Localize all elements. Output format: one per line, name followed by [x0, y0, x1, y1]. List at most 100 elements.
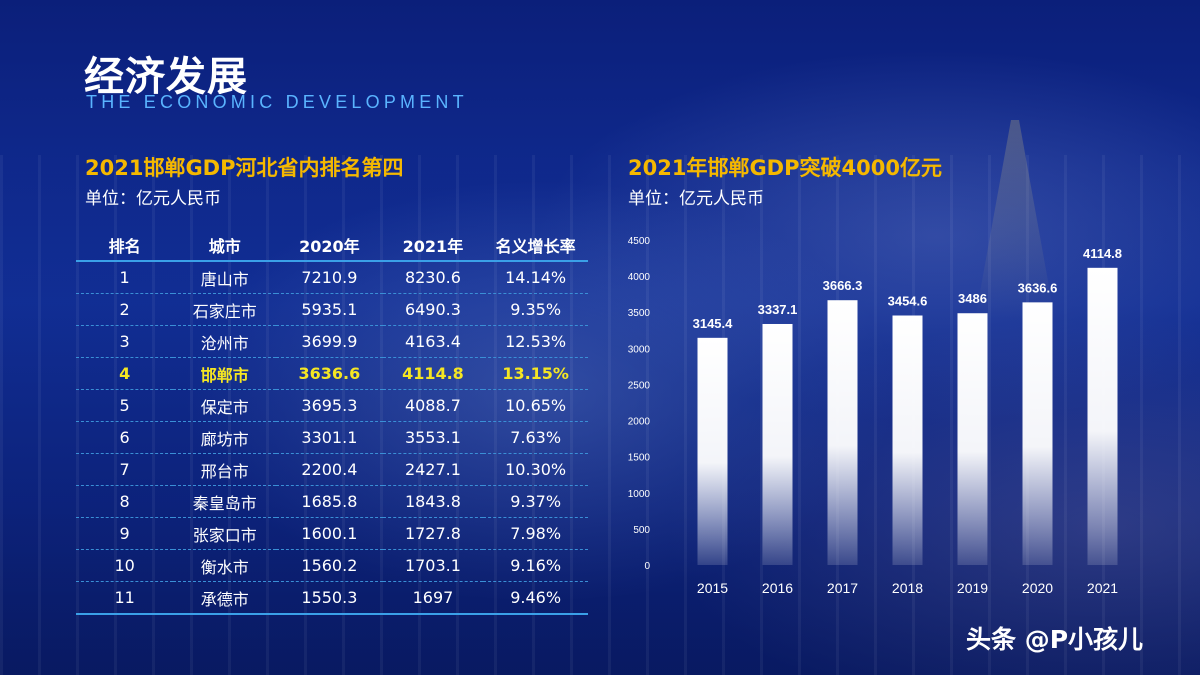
bars: 3145.4 3337.1 3666.3 3454.6 3486 3636.6 4114.8: [693, 246, 1122, 565]
growth-cell: 7.98%: [483, 517, 588, 550]
gdp-2020-cell: 3695.3: [276, 389, 383, 422]
gdp-2020-cell: 3301.1: [276, 421, 383, 454]
bar-2020: [1022, 302, 1053, 565]
growth-cell: 9.46%: [483, 581, 588, 615]
growth-cell: 9.35%: [483, 293, 588, 326]
ranking-table: 排名 城市 2020年 2021年 名义增长率 1 唐山市 7210.9 8230.6…: [76, 230, 588, 615]
city-cell: 唐山市: [173, 261, 277, 294]
y-tick-label: 3000: [628, 344, 651, 355]
y-tick-label: 500: [633, 525, 650, 536]
table-row: 6 廊坊市 3301.1 3553.1 7.63%: [76, 421, 588, 454]
x-axis: 2015 2016 2017 2018 2019 2020 2021: [697, 580, 1118, 596]
chart-unit: 单位：亿元人民币: [628, 189, 764, 209]
rank-cell: 5: [76, 389, 174, 422]
table-row: 8 秦皇岛市 1685.8 1843.8 9.37%: [76, 485, 588, 518]
table-row: 3 沧州市 3699.9 4163.4 12.53%: [76, 325, 588, 358]
gdp-2020-cell: 5935.1: [276, 293, 383, 326]
bar-value-label: 4114.8: [1083, 246, 1122, 261]
city-cell: 廊坊市: [173, 421, 277, 454]
y-tick-label: 2000: [628, 417, 651, 428]
y-tick-label: 4500: [628, 236, 651, 247]
growth-cell: 13.15%: [483, 357, 588, 390]
y-tick-label: 1500: [628, 453, 651, 464]
rank-cell: 6: [76, 421, 174, 454]
gdp-2021-cell: 4114.8: [382, 357, 484, 390]
table-row: 2 石家庄市 5935.1 6490.3 9.35%: [76, 293, 588, 326]
gdp-2020-cell: 2200.4: [276, 453, 383, 486]
gdp-2021-cell: 2427.1: [382, 453, 484, 486]
gdp-2020-cell: 1560.2: [276, 549, 383, 582]
y-tick-label: 0: [644, 561, 650, 572]
gdp-2020-cell: 1550.3: [276, 581, 383, 615]
bar-2015: [697, 337, 728, 565]
city-cell: 秦皇岛市: [173, 485, 277, 518]
city-cell: 邢台市: [173, 453, 277, 486]
gdp-2020-cell: 1685.8: [276, 485, 383, 518]
rank-cell: 4: [76, 357, 174, 390]
bar-2019: [957, 313, 988, 565]
gdp-2020-cell: 3636.6: [276, 357, 383, 390]
x-tick-label: 2021: [1087, 580, 1118, 596]
ranking-title: 2021邯郸GDP河北省内排名第四: [85, 156, 404, 180]
gdp-2021-cell: 4163.4: [382, 325, 484, 358]
growth-cell: 10.65%: [483, 389, 588, 422]
table-row: 1 唐山市 7210.9 8230.6 14.14%: [76, 261, 588, 294]
ranking-unit: 单位：亿元人民币: [85, 189, 221, 209]
gdp-2021-cell: 1727.8: [382, 517, 484, 550]
y-tick-label: 1000: [628, 489, 651, 500]
bar-value-label: 3337.1: [758, 302, 798, 317]
rank-cell: 3: [76, 325, 174, 358]
x-tick-label: 2017: [827, 580, 858, 596]
rank-cell: 1: [76, 261, 174, 294]
bar-value-label: 3666.3: [823, 278, 863, 293]
y-tick-label: 3500: [628, 308, 651, 319]
bar-2017: [827, 300, 858, 565]
gdp-2021-cell: 4088.7: [382, 389, 484, 422]
x-tick-label: 2019: [957, 580, 988, 596]
table-header-row: 排名 城市 2020年 2021年 名义增长率: [76, 230, 588, 262]
city-cell: 张家口市: [173, 517, 277, 550]
col-header-city: 城市: [173, 230, 277, 262]
x-tick-label: 2018: [892, 580, 923, 596]
gdp-2021-cell: 1697: [382, 581, 484, 615]
x-tick-label: 2015: [697, 580, 728, 596]
growth-cell: 14.14%: [483, 261, 588, 294]
rank-cell: 2: [76, 293, 174, 326]
y-tick-label: 2500: [628, 380, 651, 391]
city-cell: 衡水市: [173, 549, 277, 582]
bar-value-label: 3145.4: [693, 316, 734, 331]
rank-cell: 8: [76, 485, 174, 518]
col-header-growth: 名义增长率: [483, 230, 588, 262]
city-cell: 承德市: [173, 581, 277, 615]
growth-cell: 10.30%: [483, 453, 588, 486]
growth-cell: 7.63%: [483, 421, 588, 454]
gdp-2021-cell: 8230.6: [382, 261, 484, 294]
gdp-2021-cell: 6490.3: [382, 293, 484, 326]
city-cell: 沧州市: [173, 325, 277, 358]
rank-cell: 7: [76, 453, 174, 486]
gdp-2020-cell: 1600.1: [276, 517, 383, 550]
growth-cell: 9.37%: [483, 485, 588, 518]
bar-2021: [1087, 267, 1118, 565]
table-row: 10 衡水市 1560.2 1703.1 9.16%: [76, 549, 588, 582]
growth-cell: 9.16%: [483, 549, 588, 582]
gdp-2020-cell: 3699.9: [276, 325, 383, 358]
bar-2016: [762, 323, 793, 565]
col-header-2020: 2020年: [276, 230, 383, 262]
watermark: 头条 @P小孩儿: [966, 625, 1144, 654]
gdp-2020-cell: 7210.9: [276, 261, 383, 294]
table-row: 5 保定市 3695.3 4088.7 10.65%: [76, 389, 588, 422]
col-header-rank: 排名: [76, 230, 174, 262]
gdp-2021-cell: 1703.1: [382, 549, 484, 582]
city-cell: 邯郸市: [173, 357, 277, 390]
gdp-2021-cell: 1843.8: [382, 485, 484, 518]
table-row: 4 邯郸市 3636.6 4114.8 13.15%: [76, 357, 588, 390]
bar-value-label: 3486: [958, 291, 987, 306]
rank-cell: 10: [76, 549, 174, 582]
table-row: 11 承德市 1550.3 1697 9.46%: [76, 581, 588, 615]
x-tick-label: 2016: [762, 580, 793, 596]
city-cell: 石家庄市: [173, 293, 277, 326]
gdp-bar-chart: 0 500 1000 1500 2000 2500 3000 3500 4000 4500 314…: [628, 236, 1122, 596]
y-axis: 0 500 1000 1500 2000 2500 3000 3500 4000 4500: [628, 236, 651, 572]
growth-cell: 12.53%: [483, 325, 588, 358]
